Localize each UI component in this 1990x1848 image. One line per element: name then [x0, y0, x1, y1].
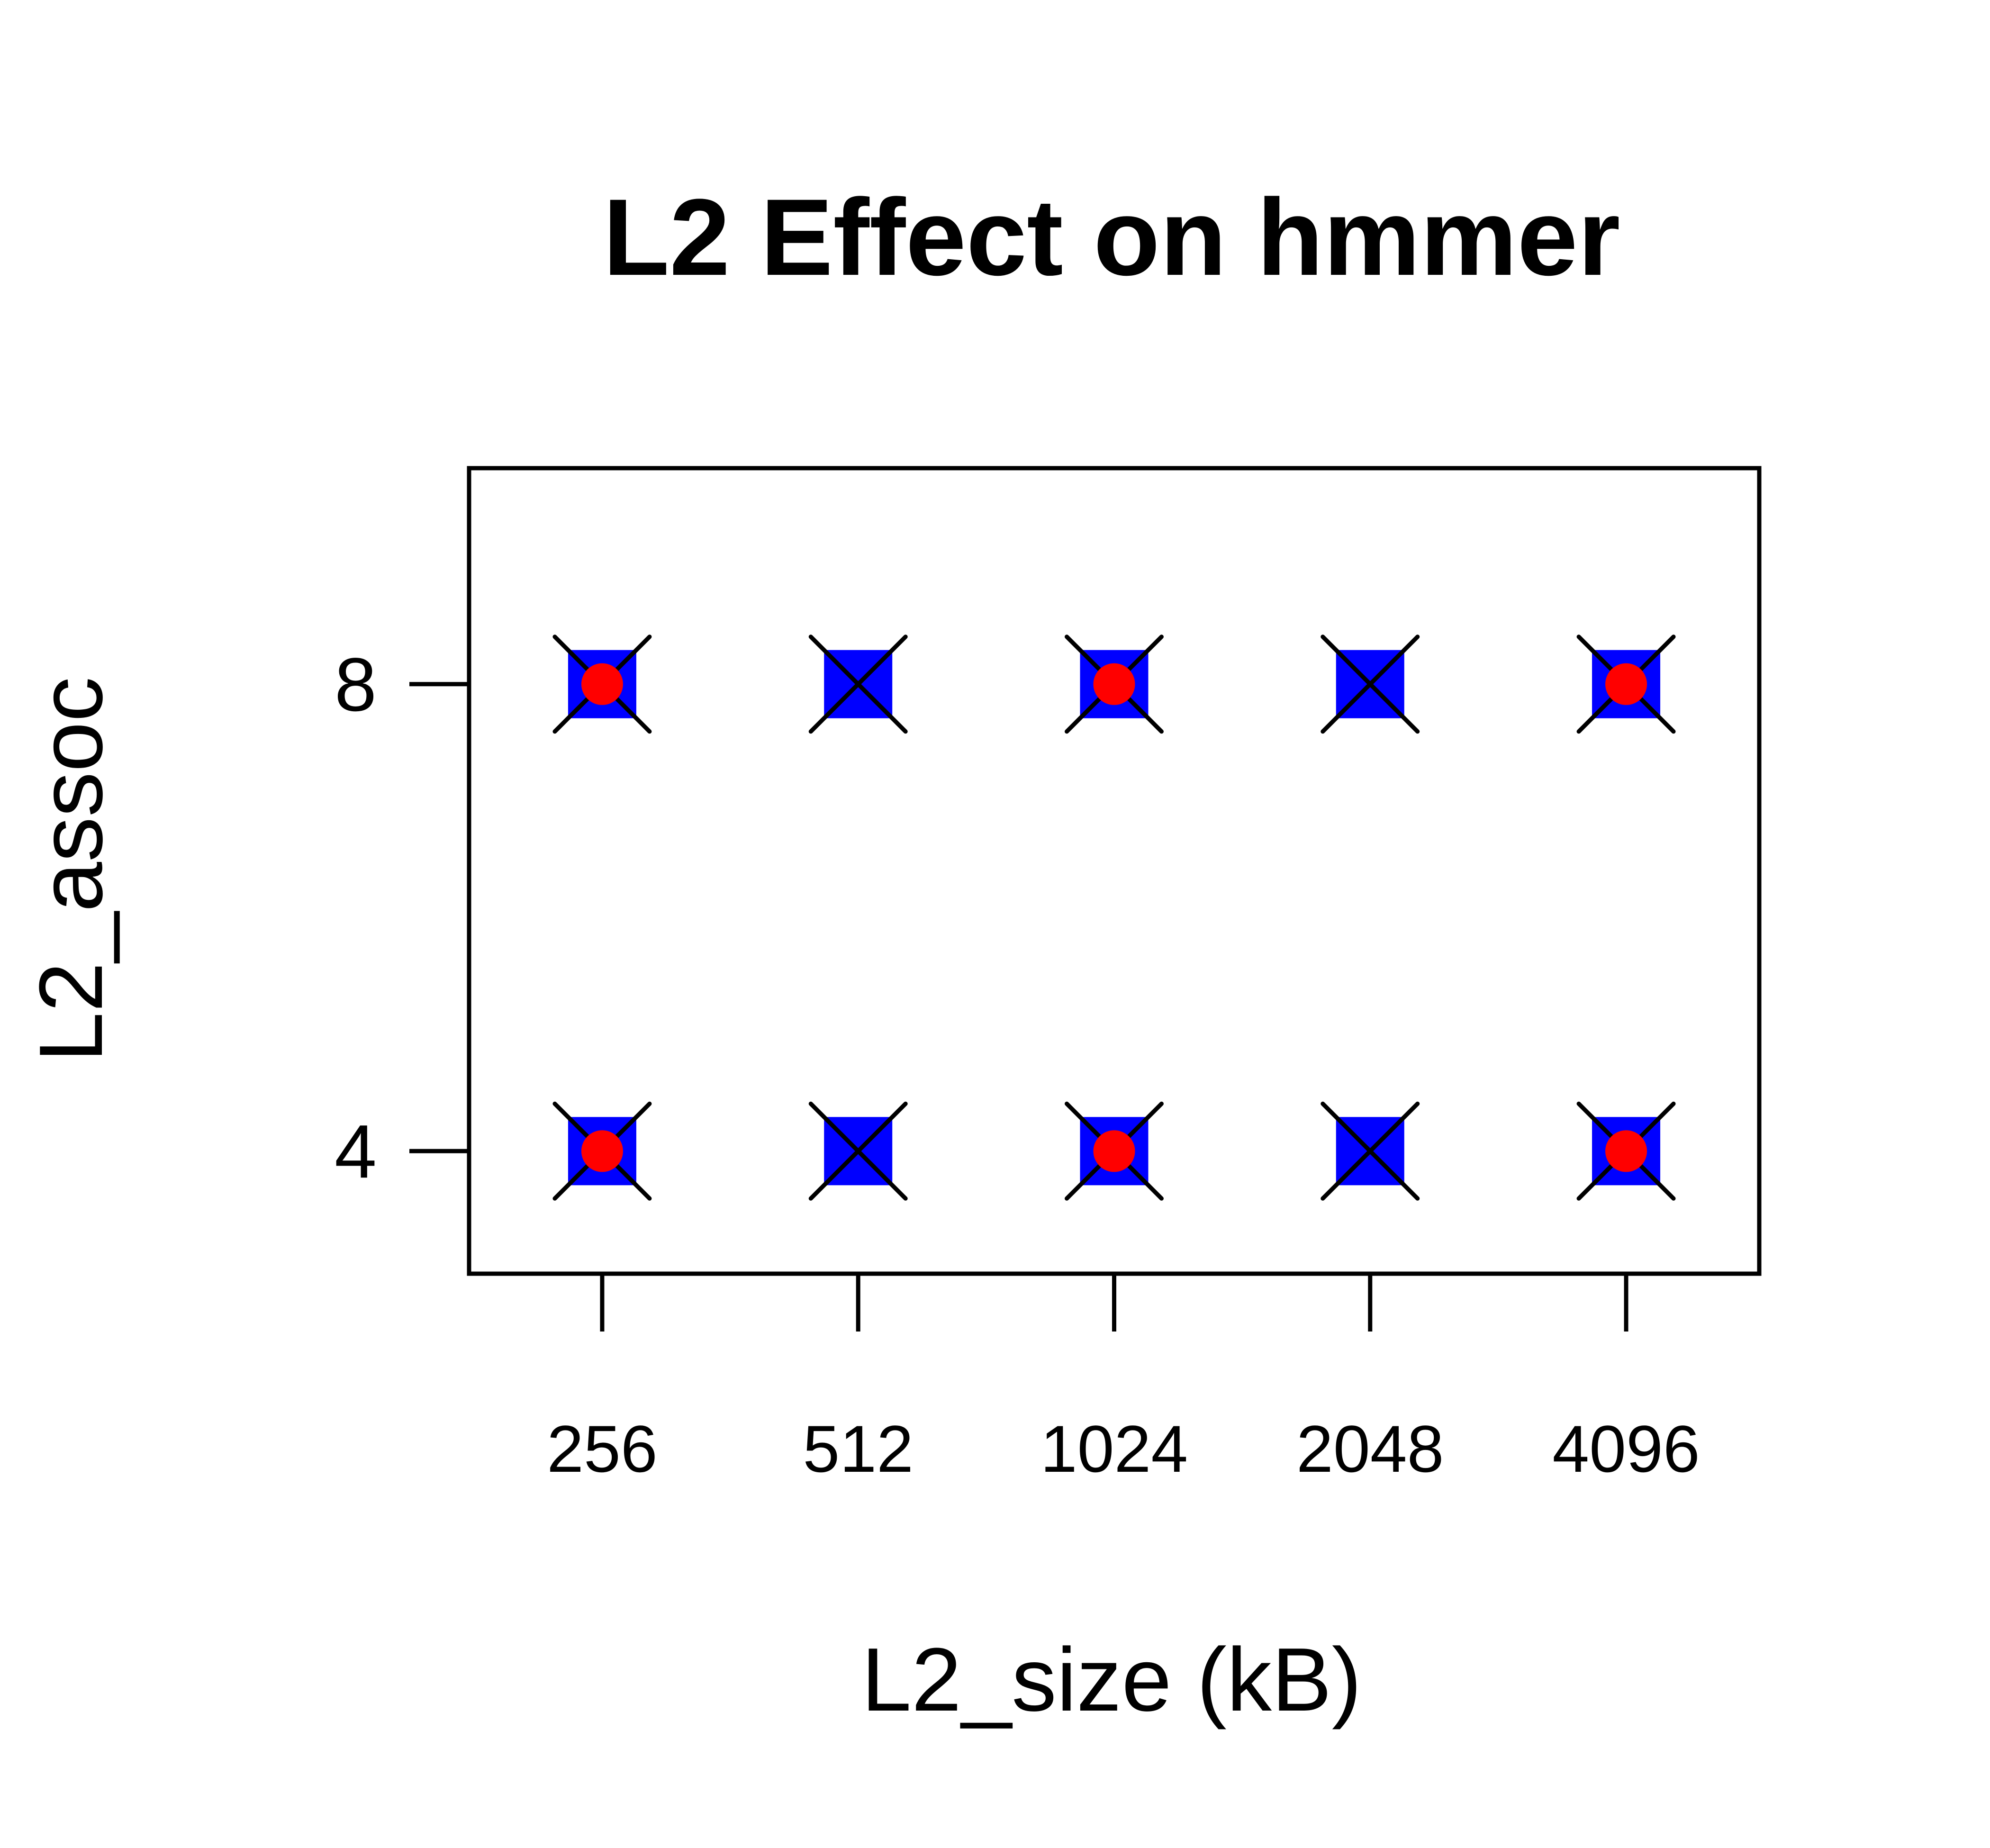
- x-axis-label: L2_size (kB): [861, 1630, 1362, 1730]
- point-512-4: [808, 1101, 908, 1201]
- point-256-4: [552, 1101, 652, 1201]
- x-tick-label-1024: 1024: [1040, 1412, 1188, 1486]
- cross-marker-b: [808, 634, 908, 734]
- point-4096-4: [1576, 1101, 1676, 1201]
- point-1024-8: [1065, 634, 1164, 734]
- data-points: [552, 634, 1676, 1201]
- y-axis: 48: [335, 642, 469, 1194]
- y-tick-label-8: 8: [335, 642, 377, 727]
- point-256-8: [552, 634, 652, 734]
- circle-marker: [1093, 1130, 1135, 1172]
- cross-marker-b: [808, 1101, 908, 1201]
- circle-marker: [1093, 663, 1135, 705]
- point-4096-8: [1576, 634, 1676, 734]
- cross-marker-b: [1321, 634, 1420, 734]
- circle-marker: [1605, 1130, 1647, 1172]
- x-tick-label-256: 256: [547, 1412, 658, 1486]
- x-tick-label-4096: 4096: [1552, 1412, 1700, 1486]
- y-tick-label-4: 4: [335, 1109, 377, 1194]
- x-tick-label-512: 512: [803, 1412, 914, 1486]
- circle-marker: [581, 1130, 623, 1172]
- cross-marker-b: [1321, 1101, 1420, 1201]
- x-axis: 256 512 1024 2048 4096: [547, 1274, 1700, 1486]
- chart-title: L2 Effect on hmmer: [603, 176, 1620, 298]
- point-1024-4: [1065, 1101, 1164, 1201]
- x-tick-label-2048: 2048: [1296, 1412, 1444, 1486]
- circle-marker: [581, 663, 623, 705]
- point-2048-4: [1321, 1101, 1420, 1201]
- point-512-8: [808, 634, 908, 734]
- point-2048-8: [1321, 634, 1420, 734]
- circle-marker: [1605, 663, 1647, 705]
- y-axis-label: L2_assoc: [21, 677, 121, 1062]
